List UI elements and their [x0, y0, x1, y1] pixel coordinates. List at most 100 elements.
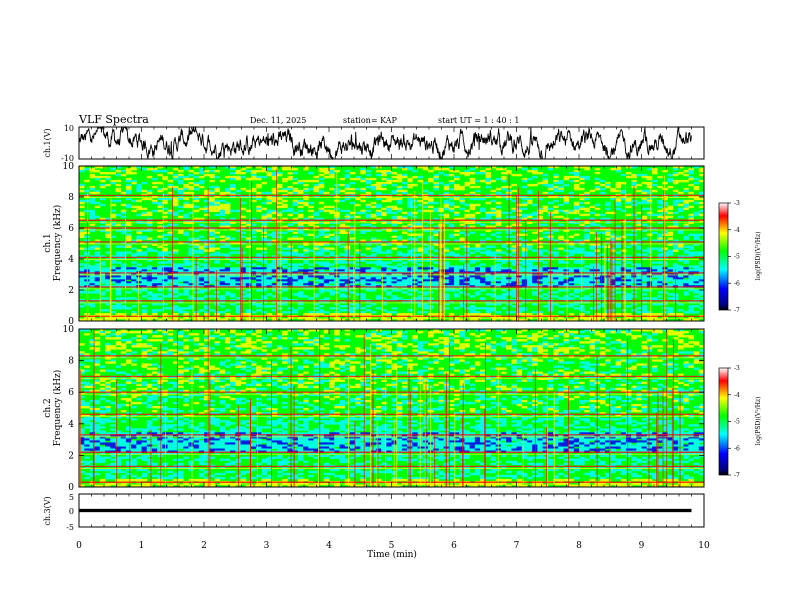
spectrogram-cell	[521, 243, 528, 246]
spectrogram-cell	[407, 259, 413, 262]
spectrogram-cell	[105, 231, 111, 234]
spectrogram-cell	[224, 209, 231, 213]
spectrogram-cell	[667, 173, 674, 177]
spectrogram-cell	[370, 215, 377, 219]
spectrogram-cell	[391, 229, 398, 232]
spectrogram-cell	[79, 301, 85, 304]
spectrogram-cell	[381, 277, 387, 280]
spectrogram-cell	[495, 217, 502, 221]
spectrogram-cell	[375, 283, 382, 286]
spectrogram-cell	[490, 257, 497, 260]
spectrogram-cell	[511, 223, 517, 226]
spectrogram-cell	[151, 168, 158, 171]
spectrogram-cell	[422, 243, 429, 246]
spectrogram-cell	[542, 223, 549, 226]
spectrogram-cell	[433, 239, 439, 242]
spectrogram-cell	[641, 305, 648, 308]
spectrogram-cell	[365, 191, 372, 195]
spectrogram-cell	[172, 197, 179, 201]
spectrogram-cell	[615, 275, 622, 278]
spectrogram-cell	[573, 281, 580, 284]
spectrogram-cell	[89, 275, 95, 278]
spectrogram-cell	[313, 275, 319, 278]
spectrogram-cell	[219, 305, 226, 308]
spectrogram-cell	[183, 347, 189, 350]
spectrogram-cell	[469, 191, 476, 195]
spectrogram-cell	[115, 305, 122, 308]
spectrogram-cell	[308, 319, 314, 322]
spectrogram-cell	[219, 199, 226, 203]
spectrogram-cell	[282, 331, 288, 334]
spectrogram-cell	[511, 189, 517, 193]
spectrogram-cell	[589, 245, 595, 248]
spectrogram-cell	[480, 251, 486, 254]
spectrogram-cell	[209, 239, 215, 242]
spectrogram-cell	[339, 281, 345, 284]
spectrogram-cell	[594, 177, 601, 181]
spectrogram-cell	[485, 253, 491, 256]
spectrogram-cell	[646, 251, 653, 254]
spectrogram-cell	[266, 281, 273, 284]
spectrogram-cell	[474, 166, 481, 169]
spectrogram-cell	[657, 291, 663, 294]
spectrogram-cell	[162, 283, 168, 286]
spectrogram-cell	[516, 331, 523, 334]
spectrogram-cell	[615, 243, 622, 246]
spectrogram-cell	[230, 166, 236, 169]
spectrogram-cell	[401, 231, 408, 234]
spectrogram-cell	[594, 273, 601, 276]
spectrogram-cell	[485, 215, 491, 219]
spectrogram-cell	[657, 277, 663, 280]
spectrogram-cell	[417, 247, 424, 250]
spectrogram-cell	[407, 267, 413, 270]
spectrogram-cell	[297, 279, 304, 282]
spectrogram-cell	[344, 275, 351, 278]
spectrogram-cell	[599, 225, 606, 228]
spectrogram-cell	[657, 283, 663, 286]
spectrogram-cell	[178, 229, 184, 232]
spectrogram-cell	[172, 279, 179, 282]
spectrogram-cell	[651, 195, 658, 199]
spectrogram-cell	[292, 263, 299, 266]
spectrogram-cell	[448, 267, 455, 270]
spectrogram-cell	[146, 275, 153, 278]
spectrogram-cell	[172, 203, 179, 207]
spectrogram-cell	[443, 293, 450, 296]
spectrogram-cell	[209, 257, 215, 260]
spectrogram-cell	[615, 237, 622, 240]
spectrogram-cell	[610, 261, 616, 264]
spectrogram-cell	[188, 249, 194, 252]
spectrogram-cell	[594, 331, 601, 334]
spectrogram-cell	[250, 267, 257, 270]
spectrogram-cell	[537, 277, 543, 280]
spectrogram-cell	[105, 269, 111, 272]
spectrogram-cell	[151, 297, 158, 300]
spectrogram-cell	[469, 301, 476, 304]
spectrogram-cell	[443, 275, 450, 278]
spectrogram-cell	[521, 168, 528, 171]
spectrogram-cell	[375, 245, 382, 248]
spectrogram-cell	[136, 269, 142, 272]
spectrogram-cell	[667, 205, 674, 209]
spectrogram-cell	[157, 245, 163, 248]
spectrogram-cell	[235, 307, 241, 310]
spectrogram-cell	[120, 277, 127, 280]
spectrogram-cell	[651, 313, 658, 316]
spectrogram-cell	[532, 337, 538, 340]
spectrogram-cell	[511, 305, 517, 308]
spectrogram-cell	[224, 241, 231, 244]
spectrogram-cell	[276, 201, 283, 205]
spectrogram-cell	[401, 211, 408, 215]
spectrogram-cell	[214, 247, 220, 250]
spectrogram-cell	[516, 303, 523, 306]
spectrogram-cell	[271, 319, 278, 322]
spectrogram-cell	[370, 277, 377, 280]
spectrogram-cell	[631, 337, 637, 340]
spectrogram-cell	[94, 170, 101, 173]
spectrogram-cell	[183, 311, 189, 314]
spectrogram-cell	[266, 345, 273, 348]
spectrogram-cell	[683, 187, 689, 191]
spectrogram-cell	[178, 273, 184, 276]
spectrogram-cell	[151, 283, 158, 286]
spectrogram-cell	[131, 277, 137, 280]
